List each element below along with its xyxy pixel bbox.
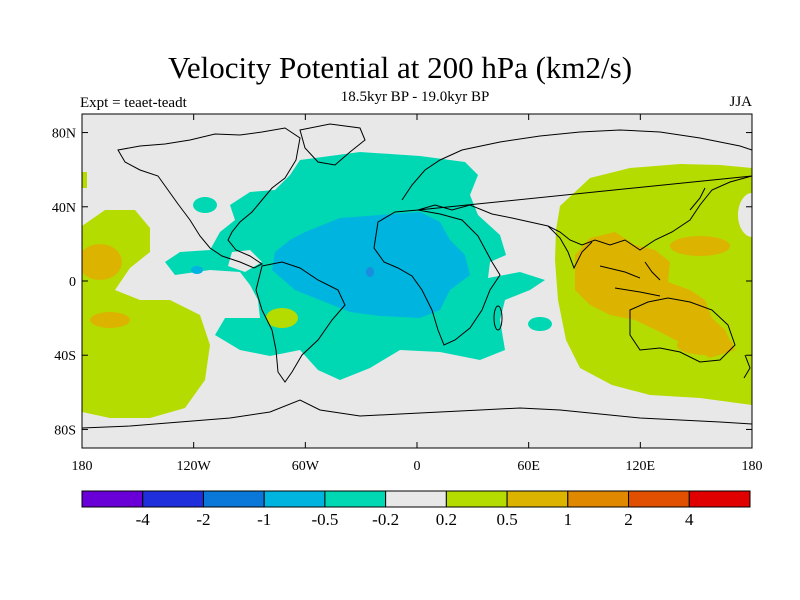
region-atlantic-africa-core [272,212,470,318]
colorbar-label: 1 [564,510,573,529]
lon-tick-label: 60E [517,459,540,474]
colorbar [81,490,751,508]
lon-tick-label: 120E [626,459,656,474]
colorbar-labels: -4 -2 -1 -0.5 -0.2 0.2 0.5 1 2 4 [136,510,694,529]
region-core-patch-east [670,236,730,256]
colorbar-swatch [506,490,569,508]
colorbar-label: -1 [257,510,271,529]
season-label: JJA [729,94,752,110]
coastline-africa [373,209,501,346]
region-central-pacific-core-1 [82,244,122,280]
coastlines [82,123,752,429]
colorbar-swatch [81,490,144,508]
lon-tick-label: 180 [742,459,763,474]
region-positive-patch [266,308,298,328]
region-neutral-gap [228,250,262,272]
coastline-north-america [117,127,301,269]
colorbar-label: -4 [136,510,151,529]
region-edge-strip [82,172,87,188]
colorbar-label: 2 [624,510,633,529]
colorbar-swatch [567,490,630,508]
region-core-patch-south [677,335,733,355]
region-negative-patch-2 [528,317,552,331]
region-negative-patch-1 [193,197,217,213]
longitude-ticks: 180 120W 60W 0 60E 120E 180 [72,114,763,474]
lat-tick-label: 40N [52,201,76,216]
coastline-madagascar [493,305,503,331]
lat-tick-label: 80S [54,423,76,438]
map-subtitle: 18.5kyr BP - 19.0kyr BP [340,89,490,105]
coastline-indonesia [599,261,661,297]
colorbar-swatch [628,490,690,508]
coastline-antarctica [82,399,752,429]
colorbar-swatch [688,490,751,508]
colorbar-label: -2 [196,510,210,529]
lon-tick-label: 180 [72,459,93,474]
colorbar-label: -0.5 [311,510,338,529]
map-title: Velocity Potential at 200 hPa (km2/s) [167,50,633,85]
colorbar-swatch [263,490,326,508]
coastline-new-zealand [743,354,751,379]
experiment-label: Expt = teaet-teadt [80,95,187,111]
coastline-australia [629,297,736,363]
colorbar-swatch [445,490,508,508]
colorbar-swatch [385,490,447,508]
colorbar-label: 4 [685,510,694,529]
colorbar-swatch [202,490,265,508]
lat-tick-label: 80N [52,127,76,142]
colorbar-swatch [142,490,204,508]
colorbar-label: -0.2 [372,510,399,529]
lat-tick-label: 40S [54,349,76,364]
colorbar-swatch [324,490,387,508]
region-neutral-notch [738,193,752,237]
region-core-patch [191,266,203,274]
lon-tick-label: 120W [177,459,212,474]
colorbar-label: 0.5 [496,510,517,529]
region-central-pacific-core-2 [90,312,130,328]
lat-tick-label: 0 [69,275,76,290]
coastline-japan [689,187,706,211]
region-core-dot [366,267,374,277]
latitude-ticks: 80N 40N 0 40S 80S [52,127,752,438]
coastline-south-america [255,261,346,383]
colorbar-label: 0.2 [436,510,457,529]
coastline-india [547,225,593,270]
coastline-greenland [299,123,366,166]
lon-tick-label: 0 [414,459,421,474]
lon-tick-label: 60W [292,459,320,474]
coastline-eurasia [401,129,752,251]
